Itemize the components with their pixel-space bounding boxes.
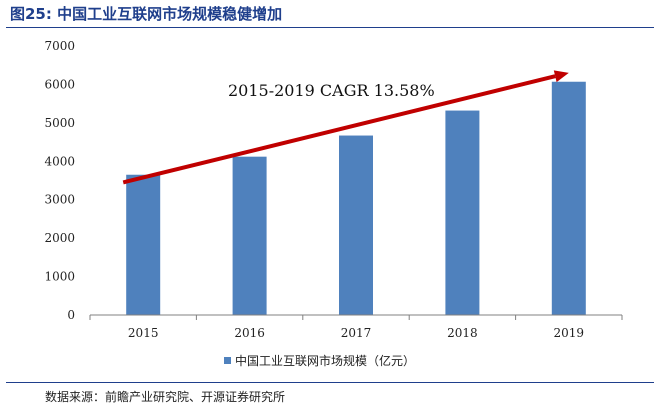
x-tick-label: 2017 — [341, 326, 372, 340]
legend: 中国工业互联网市场规模（亿元） — [224, 353, 415, 368]
y-tick-label: 0 — [67, 308, 75, 322]
y-tick-label: 3000 — [44, 193, 75, 207]
x-tick-label: 2018 — [447, 326, 478, 340]
legend-label: 中国工业互联网市场规模（亿元） — [235, 353, 415, 368]
x-tick-label: 2016 — [234, 326, 265, 340]
y-tick-label: 4000 — [44, 154, 75, 168]
y-tick-label: 2000 — [44, 231, 75, 245]
figure-title-text: 中国工业互联网市场规模稳健增加 — [57, 5, 283, 23]
trend-arrow-group — [122, 70, 569, 185]
bar-2015 — [126, 174, 161, 315]
y-tick-label: 1000 — [44, 270, 75, 284]
trend-arrow-head — [553, 70, 569, 83]
figure-title: 图25: 中国工业互联网市场规模稳健增加 — [10, 3, 282, 24]
x-tick-label: 2015 — [128, 326, 159, 340]
bar-2019 — [551, 81, 586, 315]
trend-arrow-line — [122, 74, 556, 185]
legend-swatch — [224, 357, 231, 364]
figure-label: 图25: — [10, 5, 52, 23]
x-tick-label: 2019 — [554, 326, 585, 340]
y-axis-labels: 0 1000 2000 3000 4000 5000 6000 7000 — [44, 39, 75, 322]
bar-2017 — [339, 135, 373, 315]
y-tick-label: 6000 — [44, 77, 75, 91]
title-divider — [6, 27, 654, 28]
cagr-annotation: 2015-2019 CAGR 13.58% — [228, 81, 435, 100]
bar-2016 — [232, 156, 267, 315]
source-note: 数据来源：前瞻产业研究院、开源证券研究所 — [45, 390, 286, 404]
footer-divider — [6, 382, 654, 383]
x-axis-labels: 2015 2016 2017 2018 2019 — [89, 315, 623, 340]
y-tick-label: 7000 — [44, 39, 75, 53]
bar-2018 — [445, 110, 480, 315]
y-tick-label: 5000 — [44, 116, 75, 130]
bars — [126, 81, 586, 315]
